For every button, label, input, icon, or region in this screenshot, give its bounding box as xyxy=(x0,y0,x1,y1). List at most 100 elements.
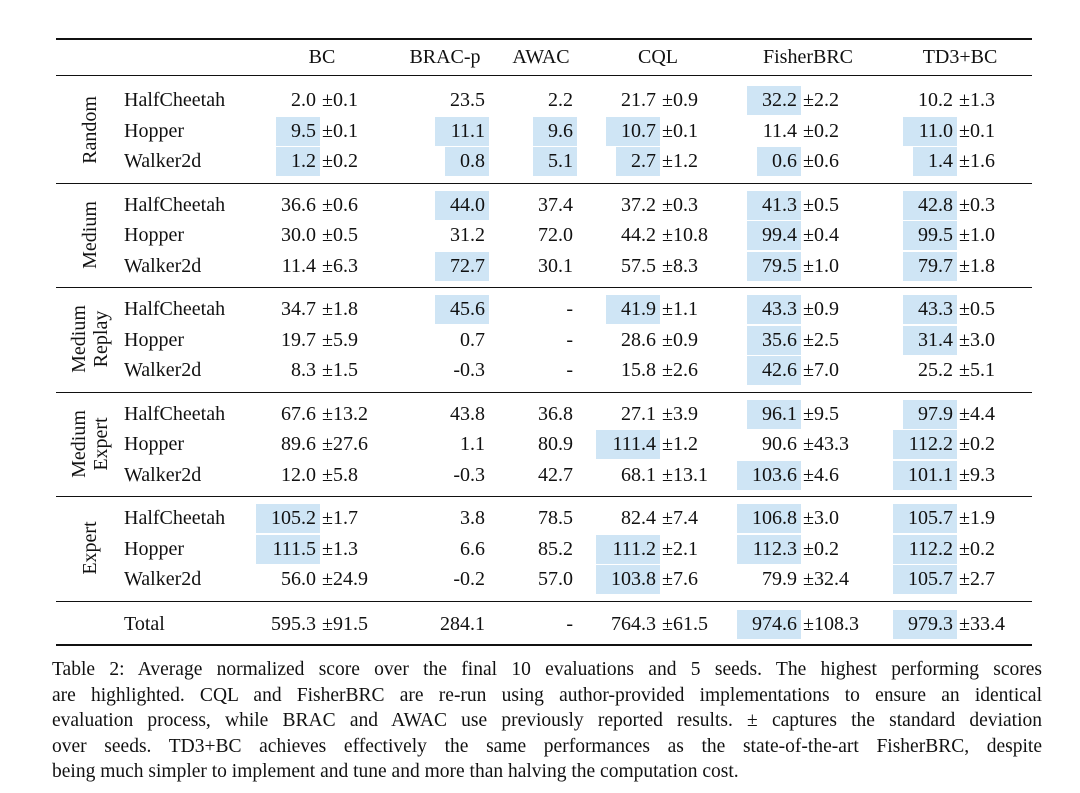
cell-mean: 6.6 xyxy=(460,537,485,560)
cell-sd: ±1.5 xyxy=(322,359,358,381)
cell-mean: 31.4 xyxy=(918,328,953,351)
cell-mean: 79.9 xyxy=(762,568,797,590)
cell-sd: ±0.9 xyxy=(662,328,698,351)
cell-mean: 79.5 xyxy=(762,254,797,277)
group-rule xyxy=(56,600,1032,602)
header-rule xyxy=(56,75,1032,76)
cell-sd: ±0.9 xyxy=(803,298,839,320)
env-name: HalfCheetah xyxy=(124,193,226,216)
highlight xyxy=(596,430,660,459)
cell-sd: ±0.2 xyxy=(803,119,839,142)
cell-sd: ±1.3 xyxy=(959,89,995,111)
highlight xyxy=(747,221,801,250)
highlight xyxy=(747,86,801,115)
cell-mean: 96.1 xyxy=(762,402,797,425)
env-name: Hopper xyxy=(124,224,184,246)
cell-mean: 10.2 xyxy=(918,89,953,111)
cell-mean: -0.3 xyxy=(453,359,485,381)
group-label-line: Replay xyxy=(90,310,112,368)
highlight xyxy=(606,295,660,324)
env-name: HalfCheetah xyxy=(124,402,226,425)
cell-sd: ±1.2 xyxy=(662,150,698,172)
caption-line: evaluation process, while BRAC and AWAC … xyxy=(52,710,1042,731)
cell-sd: ±1.8 xyxy=(959,254,995,277)
cell-mean: 44.2 xyxy=(621,224,656,246)
cell-mean: 23.5 xyxy=(450,89,485,111)
cell-mean: 101.1 xyxy=(908,463,953,486)
cell-sd: ±0.1 xyxy=(322,89,358,111)
env-name: Hopper xyxy=(124,328,184,351)
highlight xyxy=(893,610,957,639)
highlight xyxy=(893,534,957,564)
cell-mean: 3.8 xyxy=(460,507,485,529)
group-rule xyxy=(56,496,1032,497)
cell-sd: ±4.6 xyxy=(803,463,839,486)
highlight xyxy=(276,147,320,176)
highlight xyxy=(737,534,801,564)
env-name: Hopper xyxy=(124,119,184,142)
column-header: AWAC xyxy=(512,46,570,68)
cell-sd: ±8.3 xyxy=(662,254,698,277)
group-label: Expert xyxy=(79,521,101,574)
group-label-line: Medium xyxy=(68,409,90,478)
env-name: Walker2d xyxy=(124,568,202,590)
highlight xyxy=(893,460,957,490)
highlight xyxy=(913,147,957,176)
cell-mean: 595.3 xyxy=(271,613,316,635)
highlight xyxy=(533,116,577,146)
column-header: TD3+BC xyxy=(922,46,998,68)
cell-sd: ±2.5 xyxy=(803,328,839,351)
highlight xyxy=(435,116,489,146)
cell-mean: 103.8 xyxy=(611,568,656,590)
group-rule xyxy=(56,391,1032,393)
highlight xyxy=(903,295,957,324)
cell-sd: ±0.2 xyxy=(803,537,839,560)
caption-line: are highlighted. CQL and FisherBRC are r… xyxy=(52,684,1042,706)
cell-mean: 30.0 xyxy=(281,224,316,246)
cell-mean: 99.5 xyxy=(918,224,953,246)
cell-mean: 284.1 xyxy=(440,613,485,635)
cell-mean: 78.5 xyxy=(538,507,573,529)
column-header: CQL xyxy=(638,46,678,68)
cell-mean: 44.0 xyxy=(450,193,485,216)
cell-sd: ±7.0 xyxy=(803,359,839,381)
cell-mean: 90.6 xyxy=(762,433,797,455)
cell-sd: ±2.7 xyxy=(959,568,995,590)
env-name: HalfCheetah xyxy=(124,298,226,320)
highlight xyxy=(445,147,489,176)
group-rule xyxy=(56,287,1032,288)
cell-sd: ±2.1 xyxy=(662,537,698,560)
cell-sd: ±13.2 xyxy=(322,402,368,425)
cell-sd: ±0.5 xyxy=(959,298,995,320)
cell-sd: ±91.5 xyxy=(322,613,368,635)
env-name: Hopper xyxy=(124,537,184,560)
cell-sd: ±10.8 xyxy=(662,224,708,246)
cell-sd: ±0.1 xyxy=(322,119,358,142)
cell-mean: 99.4 xyxy=(762,224,797,246)
cell-sd: ±3.9 xyxy=(662,402,698,425)
cell-mean: 979.3 xyxy=(908,613,953,635)
group-label-line: Medium xyxy=(79,200,101,269)
group-label: Random xyxy=(79,96,101,164)
cell-mean: 111.4 xyxy=(612,433,656,455)
env-name: Walker2d xyxy=(124,359,202,381)
cell-sd: ±3.0 xyxy=(959,328,995,351)
highlight xyxy=(903,116,957,146)
cell-sd: ±27.6 xyxy=(322,433,368,455)
cell-mean: 72.7 xyxy=(450,254,485,277)
cell-mean: 79.7 xyxy=(918,254,953,277)
highlight xyxy=(606,116,660,146)
cell-mean: 2.0 xyxy=(291,89,316,111)
cell-mean: 31.2 xyxy=(450,224,485,246)
cell-sd: ±0.6 xyxy=(803,150,839,172)
highlight xyxy=(903,221,957,250)
highlight xyxy=(616,147,660,176)
cell-mean: 10.7 xyxy=(621,119,656,142)
group-label: Medium xyxy=(79,201,101,269)
column-header: BC xyxy=(308,46,336,68)
cell-sd: ±1.0 xyxy=(803,254,839,277)
cell-sd: ±0.1 xyxy=(662,119,698,142)
cell-mean: 103.6 xyxy=(752,463,797,486)
cell-mean: 1.4 xyxy=(928,150,953,172)
